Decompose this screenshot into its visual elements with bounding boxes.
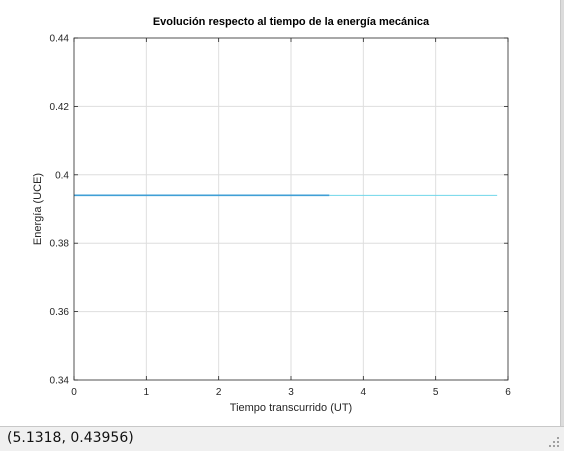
grid-lines [74,38,508,380]
y-tick-label: 0.4 [55,170,69,181]
x-tick-label: 2 [216,387,222,398]
tick-marks: 0 1 2 3 4 5 6 0.34 0.36 0.38 0.4 0.42 0.44 [50,34,512,399]
x-tick-label: 3 [288,387,294,398]
x-axis-label: Tiempo transcurrido (UT) [230,402,352,414]
x-tick-label: 1 [144,387,150,398]
cursor-coordinates: (5.1318, 0.43956) [7,430,134,446]
x-tick-label: 5 [433,387,439,398]
energy-plot[interactable]: Evolución respecto al tiempo de la energ… [0,0,560,426]
figure-window: Evolución respecto al tiempo de la energ… [0,0,561,426]
chart-title: Evolución respecto al tiempo de la energ… [153,16,430,28]
y-tick-label: 0.36 [50,307,70,318]
status-bar: (5.1318, 0.43956) [0,426,564,451]
y-axis-label: Energía (UCE) [32,173,44,245]
y-tick-label: 0.42 [50,102,70,113]
x-tick-label: 6 [505,387,511,398]
x-tick-label: 4 [361,387,367,398]
y-tick-label: 0.34 [50,376,70,387]
y-tick-label: 0.44 [50,34,70,45]
resize-grip-icon[interactable] [548,436,560,448]
y-tick-label: 0.38 [50,239,70,250]
x-tick-label: 0 [71,387,77,398]
